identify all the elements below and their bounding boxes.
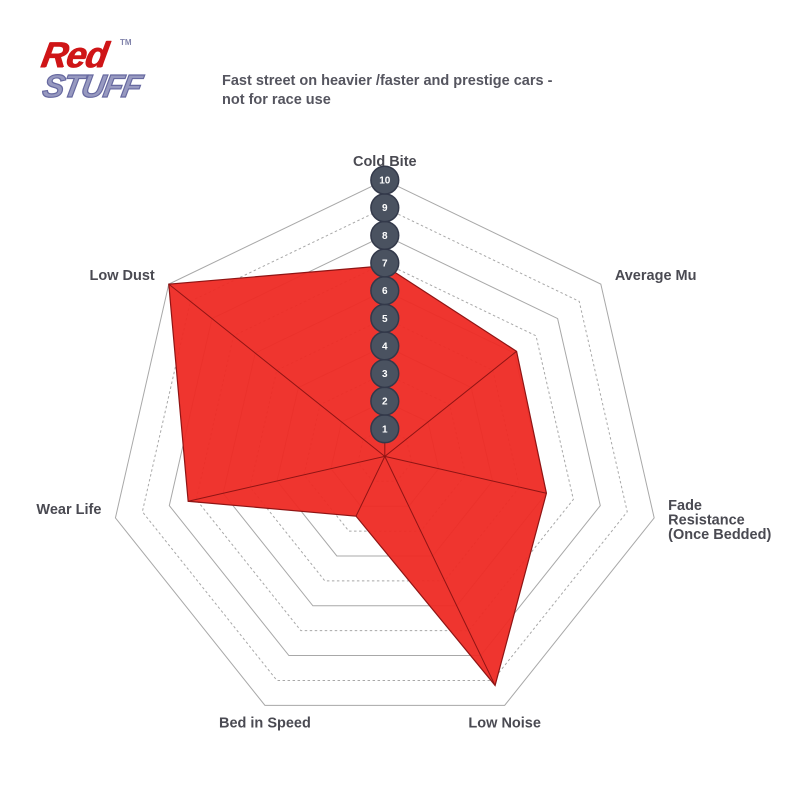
- svg-text:Low Noise: Low Noise: [468, 715, 541, 731]
- svg-text:10: 10: [379, 176, 391, 187]
- svg-text:6: 6: [382, 286, 388, 297]
- svg-text:4: 4: [382, 341, 388, 352]
- svg-text:9: 9: [382, 203, 388, 214]
- svg-text:Cold Bite: Cold Bite: [353, 154, 417, 170]
- svg-text:3: 3: [382, 369, 388, 380]
- svg-text:2: 2: [382, 397, 388, 408]
- svg-text:8: 8: [382, 231, 388, 242]
- svg-text:5: 5: [382, 314, 388, 325]
- svg-text:Low Dust: Low Dust: [90, 268, 155, 284]
- svg-text:1: 1: [382, 424, 388, 435]
- svg-text:7: 7: [382, 258, 388, 269]
- svg-text:Average Mu: Average Mu: [615, 268, 697, 284]
- svg-text:Wear Life: Wear Life: [36, 502, 101, 518]
- svg-text:Bed in Speed: Bed in Speed: [219, 715, 311, 731]
